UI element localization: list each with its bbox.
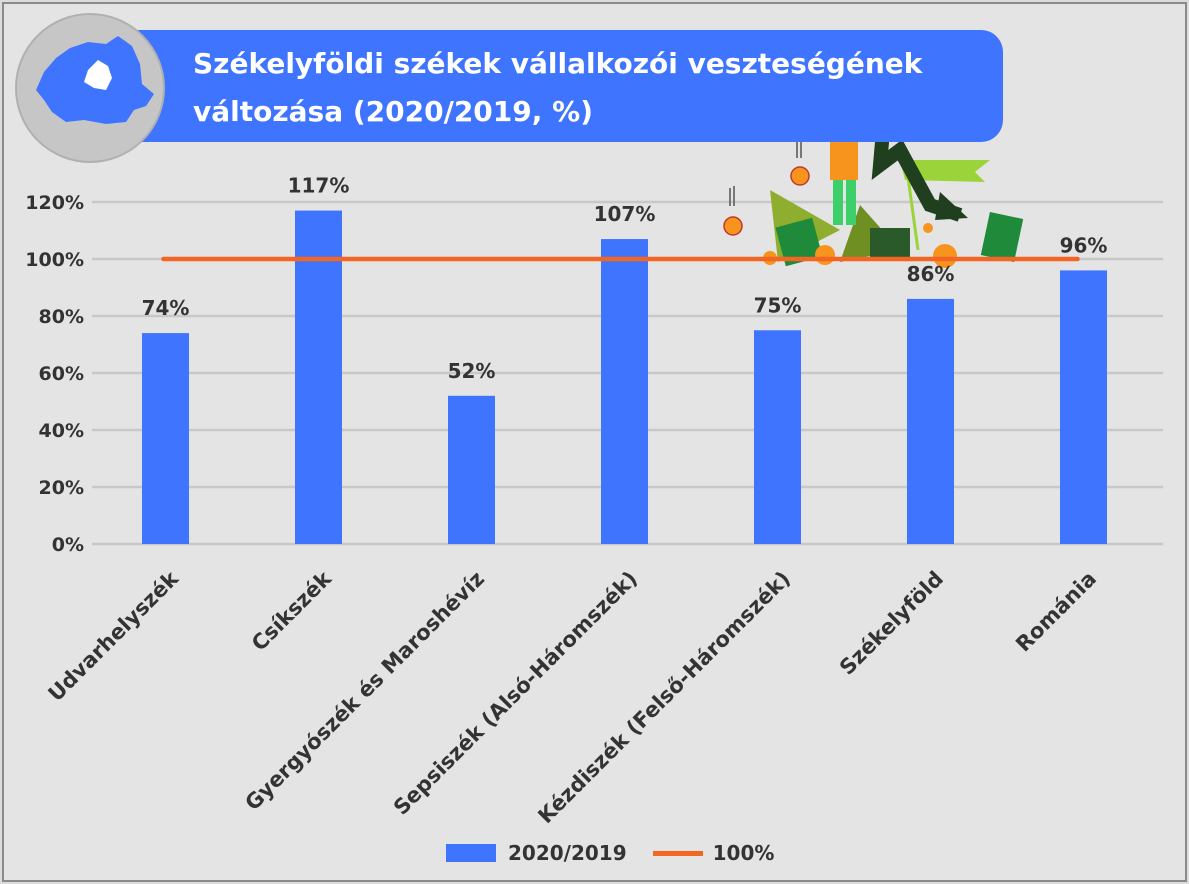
bar: [295, 210, 342, 545]
category-label: Gyergyószék és Maroshévíz: [240, 567, 489, 816]
y-tick-label: 40%: [39, 420, 84, 442]
bar: [1060, 270, 1107, 544]
y-axis-ticks: 0% 20% 40% 60% 80% 100% 120%: [25, 192, 84, 556]
szekelyfold-region-icon: [84, 60, 112, 90]
category-label: Csíkszék: [247, 566, 337, 656]
y-tick-label: 100%: [25, 249, 84, 271]
chart-title: Székelyföldi székek vállalkozói vesztesé…: [193, 47, 923, 128]
legend-line-swatch: [652, 850, 703, 856]
legend-label-series: 2020/2019: [508, 841, 627, 865]
category-label: Románia: [1011, 567, 1101, 657]
category-label: Székelyföld: [835, 567, 948, 680]
data-label: 86%: [907, 262, 955, 286]
data-label: 96%: [1060, 233, 1108, 257]
y-tick-label: 120%: [25, 192, 84, 214]
category-label: Kézdiszék (Felső-Háromszék): [533, 567, 795, 829]
legend-label-reference: 100%: [712, 841, 775, 865]
bar: [448, 395, 495, 544]
title-banner: [118, 30, 1003, 142]
data-label: 52%: [448, 359, 496, 383]
bar: [754, 330, 801, 544]
data-label: 75%: [754, 293, 802, 317]
bar: [142, 333, 189, 544]
bar: [601, 239, 648, 545]
legend-bar-swatch: [446, 844, 496, 862]
romania-map-badge: [15, 13, 165, 163]
data-label: 74%: [142, 296, 190, 320]
bars: [142, 210, 1107, 545]
bar: [907, 298, 954, 544]
y-tick-label: 0%: [52, 534, 84, 556]
legend: 2020/2019 100%: [446, 838, 774, 868]
category-label: Sepsiszék (Alsó-Háromszék): [389, 567, 642, 820]
data-label: 117%: [288, 174, 350, 198]
category-label: Udvarhelyszék: [44, 566, 184, 706]
y-tick-label: 20%: [39, 477, 84, 499]
data-label: 107%: [594, 202, 656, 226]
data-labels: 74% 117% 52% 107% 75% 86% 96%: [142, 174, 1108, 383]
y-tick-label: 60%: [39, 363, 84, 385]
y-tick-label: 80%: [39, 306, 84, 328]
